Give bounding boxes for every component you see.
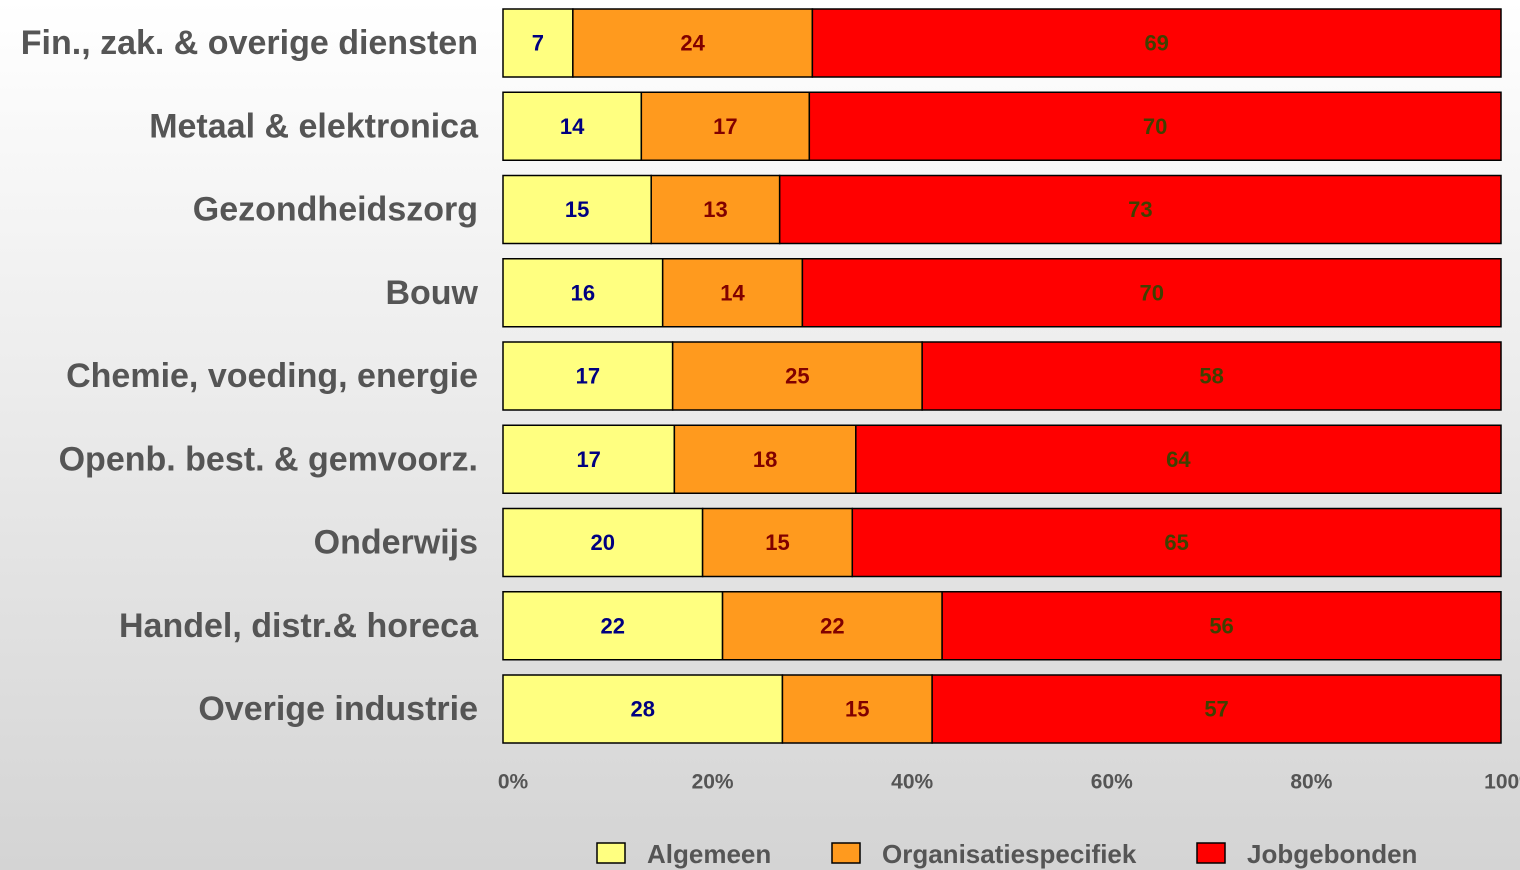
bar-segment [701, 507, 854, 578]
legend-swatch [596, 842, 626, 864]
legend-swatch [1196, 842, 1226, 864]
bar-segment [671, 341, 923, 411]
category-label: Overige industrie [198, 690, 478, 728]
x-tick-label: 60% [1091, 771, 1133, 794]
value-label: 14 [560, 114, 585, 139]
value-label: 14 [720, 280, 745, 305]
category-label: Openb. best. & gemvoorz. [59, 440, 478, 478]
legend-label: Jobgebonden [1247, 839, 1417, 869]
bar-segment [721, 591, 943, 661]
bar-segment [778, 174, 1502, 245]
category-label: Gezondheidszorg [193, 191, 478, 229]
bar-segment [941, 591, 1502, 661]
bar-segment [502, 591, 724, 661]
value-label: 20 [591, 530, 615, 555]
legend-label: Algemeen [647, 839, 771, 869]
x-tick-label: 40% [891, 771, 933, 794]
value-label: 15 [845, 697, 869, 722]
category-label: Handel, distr.& horeca [119, 607, 479, 645]
value-label: 17 [576, 447, 600, 472]
value-label: 24 [680, 31, 705, 56]
legend-label: Organisatiespecifiek [882, 839, 1137, 869]
bar-segment [650, 174, 781, 245]
bar-segment [572, 8, 814, 78]
value-label: 58 [1199, 364, 1223, 389]
x-tick-label: 20% [692, 771, 734, 794]
bar-segment [801, 258, 1502, 328]
value-label: 7 [532, 31, 544, 56]
value-label: 15 [765, 530, 789, 555]
value-label: 28 [630, 697, 654, 722]
x-tick-label: 80% [1290, 771, 1332, 794]
bar-segment [673, 424, 857, 494]
x-tick-label: 100% [1484, 771, 1520, 794]
bar-segment [640, 91, 811, 161]
category-label: Bouw [385, 274, 478, 312]
value-label: 64 [1166, 447, 1191, 472]
value-label: 22 [820, 613, 844, 638]
category-label: Metaal & elektronica [149, 107, 479, 145]
value-label: 65 [1164, 530, 1188, 555]
value-label: 17 [576, 364, 600, 389]
value-label: 70 [1143, 114, 1167, 139]
bar-segment [502, 674, 784, 744]
bar-segment [502, 507, 704, 578]
value-label: 73 [1128, 197, 1152, 222]
bar-segment [502, 424, 676, 494]
value-label: 18 [753, 447, 777, 472]
value-label: 57 [1204, 697, 1228, 722]
value-label: 16 [571, 280, 595, 305]
bar-segment [502, 341, 674, 411]
value-label: 56 [1209, 613, 1233, 638]
value-label: 15 [565, 197, 589, 222]
category-label: Onderwijs [314, 524, 478, 562]
legend-swatch [831, 842, 861, 864]
bar-segment [855, 424, 1502, 494]
bar-segment [502, 258, 664, 328]
bar-segment [811, 8, 1502, 78]
bar-segment [808, 91, 1502, 161]
bar-segment [931, 674, 1502, 744]
value-label: 70 [1139, 280, 1163, 305]
bar-segment [921, 341, 1502, 411]
category-label: Chemie, voeding, energie [66, 357, 478, 395]
bar-segment [502, 174, 652, 245]
value-label: 13 [703, 197, 727, 222]
x-tick-label: 0% [498, 771, 529, 794]
value-label: 22 [601, 613, 625, 638]
category-label: Fin., zak. & overige diensten [21, 24, 478, 62]
bar-segment [851, 507, 1502, 578]
value-label: 69 [1144, 31, 1168, 56]
value-label: 17 [713, 114, 737, 139]
value-label: 25 [785, 364, 809, 389]
bar-segment [502, 8, 574, 78]
